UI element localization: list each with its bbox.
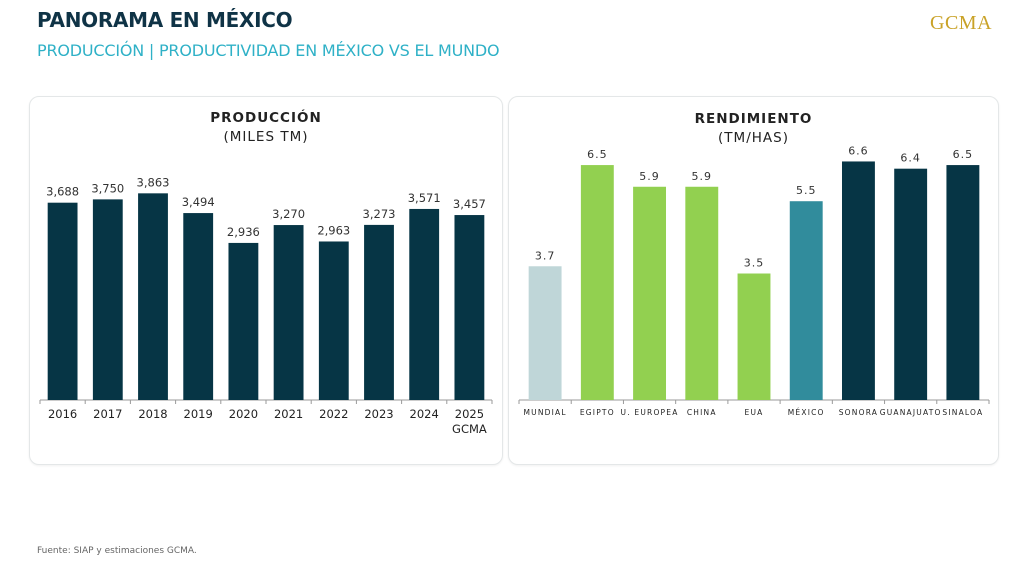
data-label: 2,963 xyxy=(317,223,350,237)
data-label: 5.5 xyxy=(796,184,817,197)
production-chart-title: PRODUCCIÓN xyxy=(210,110,322,126)
data-label: 3,457 xyxy=(453,197,486,211)
data-label: 3,273 xyxy=(363,207,396,221)
x-tick-label: EUA xyxy=(745,408,764,417)
data-label: 3,688 xyxy=(46,185,79,199)
x-tick-label: 2024 xyxy=(410,407,439,421)
x-tick-label: U. EUROPEA xyxy=(621,408,679,417)
page-subtitle: PRODUCCIÓN | PRODUCTIVIDAD EN MÉXICO VS … xyxy=(37,41,500,60)
yield-chart: 3.7 MUNDIAL 6.5 EGIPTO 5.9 U. EUROPEA 5.9 CHINA… xyxy=(518,144,990,417)
bar-2016 xyxy=(47,202,78,400)
x-tick-sublabel: GCMA xyxy=(452,422,487,436)
data-label: 6.5 xyxy=(953,148,974,161)
bar-guanajuato xyxy=(894,168,928,400)
bar-2018 xyxy=(138,193,168,400)
bar-2020 xyxy=(228,242,259,400)
x-tick-label: 2018 xyxy=(138,407,167,421)
data-label: 3,494 xyxy=(182,195,215,209)
x-tick-label: SINALOA xyxy=(942,408,983,417)
x-tick-label: 2016 xyxy=(48,407,77,421)
data-label: 2,936 xyxy=(227,225,260,239)
data-label: 3.5 xyxy=(744,257,765,270)
data-label: 6.4 xyxy=(900,152,921,165)
bar-sinaloa xyxy=(946,165,980,400)
source-note: Fuente: SIAP y estimaciones GCMA. xyxy=(37,546,197,556)
data-label: 6.5 xyxy=(587,148,608,161)
data-label: 6.6 xyxy=(848,144,869,157)
x-tick-label: 2017 xyxy=(93,407,122,421)
bar-china xyxy=(685,186,719,400)
x-tick-label: SONORA xyxy=(839,408,878,417)
bar-egipto xyxy=(580,165,614,400)
x-tick-label: 2020 xyxy=(229,407,258,421)
bar-2025 xyxy=(454,215,485,400)
bar-eua xyxy=(737,273,771,400)
data-label: 3,750 xyxy=(91,181,124,195)
gcma-logo: GCMA xyxy=(930,12,993,34)
bar-mundial xyxy=(528,266,562,400)
x-tick-label: 2021 xyxy=(274,407,303,421)
data-label: 3,863 xyxy=(137,175,170,189)
bar-2022 xyxy=(318,241,349,400)
bar-méxico xyxy=(789,201,823,400)
bar-2017 xyxy=(92,199,123,400)
yield-chart-panel: RENDIMIENTO (TM/HAS) 3.7 MUNDIAL 6.5 EGIPTO… xyxy=(508,96,999,465)
bar-2023 xyxy=(364,224,394,400)
yield-chart-subtitle: (TM/HAS) xyxy=(718,130,789,146)
yield-chart-title: RENDIMIENTO xyxy=(694,111,813,127)
x-tick-label: 2025 xyxy=(455,407,484,421)
x-tick-label: MUNDIAL xyxy=(523,408,566,417)
bar-u-europea xyxy=(633,186,667,400)
data-label: 5.9 xyxy=(692,170,713,183)
x-tick-label: MÉXICO xyxy=(788,408,825,417)
production-chart-subtitle: (MILES TM) xyxy=(223,129,309,145)
x-tick-label: 2023 xyxy=(364,407,393,421)
x-tick-label: 2019 xyxy=(184,407,213,421)
production-chart-panel: PRODUCCIÓN (MILES TM) 3,688 2016 3,750 2017… xyxy=(29,96,503,465)
bar-2021 xyxy=(273,225,304,400)
x-tick-label: EGIPTO xyxy=(580,408,615,417)
data-label: 3,270 xyxy=(272,207,305,221)
production-chart: 3,688 2016 3,750 2017 3,863 2018 3,494 2019 2,93… xyxy=(39,175,493,436)
x-tick-label: 2022 xyxy=(319,407,348,421)
bar-2019 xyxy=(183,213,214,400)
bar-2024 xyxy=(409,208,440,400)
data-label: 3,571 xyxy=(408,191,441,205)
data-label: 3.7 xyxy=(535,249,556,262)
x-tick-label: GUANAJUATO xyxy=(880,408,942,417)
page-title: PANORAMA EN MÉXICO xyxy=(37,8,293,32)
x-tick-label: CHINA xyxy=(687,408,717,417)
data-label: 5.9 xyxy=(639,170,660,183)
bar-sonora xyxy=(841,161,875,400)
